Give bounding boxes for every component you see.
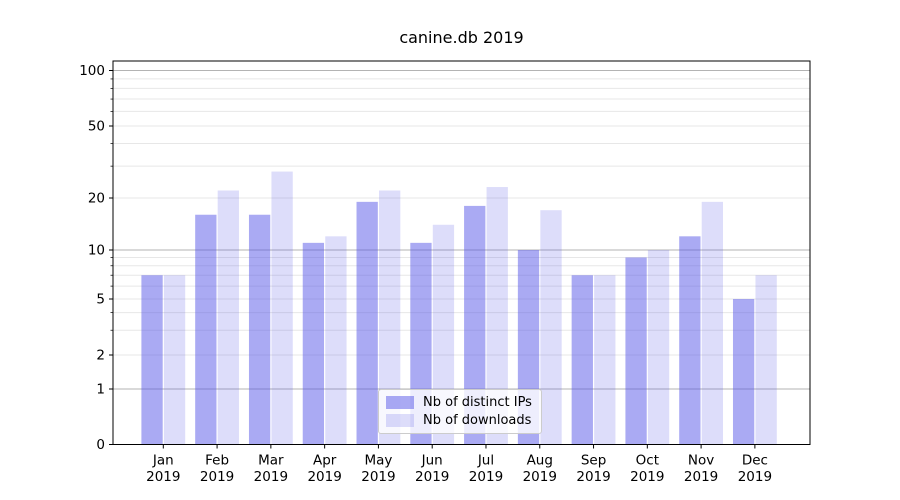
- x-tick-label-month-nov: Nov: [688, 453, 714, 469]
- legend: Nb of distinct IPs Nb of downloads: [378, 389, 542, 434]
- bar-distinct-ips-mar: [248, 214, 271, 445]
- bar-downloads-apr: [325, 236, 347, 445]
- x-tick-label-year-nov: 2019: [684, 469, 718, 485]
- x-tick-label-year-oct: 2019: [630, 469, 664, 485]
- bar-downloads-mar: [271, 171, 293, 445]
- y-tick-label-1: 1: [96, 382, 105, 398]
- bar-distinct-ips-sep: [571, 275, 593, 445]
- x-tick-label-month-jun: Jun: [421, 453, 443, 469]
- bar-distinct-ips-feb: [195, 214, 217, 445]
- bar-downloads-dec: [755, 275, 777, 445]
- y-tick-label-5: 5: [96, 292, 105, 308]
- x-tick-label-month-jul: Jul: [477, 453, 494, 469]
- legend-label-downloads: Nb of downloads: [423, 412, 532, 428]
- x-tick-label-year-sep: 2019: [576, 469, 610, 485]
- bar-distinct-ips-apr: [302, 242, 325, 445]
- bar-downloads-feb: [217, 190, 239, 445]
- bar-distinct-ips-jan: [141, 275, 163, 445]
- legend-item-downloads: Nb of downloads: [386, 413, 533, 428]
- bar-distinct-ips-nov: [679, 236, 701, 445]
- x-tick-label-month-feb: Feb: [205, 453, 229, 469]
- bar-downloads-jan: [163, 275, 186, 445]
- bar-distinct-ips-oct: [625, 257, 647, 445]
- legend-item-distinct-ips: Nb of distinct IPs: [386, 395, 533, 410]
- x-tick-label-year-feb: 2019: [200, 469, 234, 485]
- x-tick-label-year-apr: 2019: [307, 469, 341, 485]
- x-tick-label-year-mar: 2019: [254, 469, 288, 485]
- bar-distinct-ips-may: [356, 201, 378, 445]
- legend-label-distinct-ips: Nb of distinct IPs: [423, 395, 532, 411]
- bar-downloads-oct: [647, 250, 670, 445]
- x-tick-label-month-may: May: [364, 453, 392, 469]
- y-tick-label-50: 50: [88, 119, 105, 135]
- bar-distinct-ips-dec: [732, 299, 755, 445]
- x-tick-label-year-aug: 2019: [523, 469, 557, 485]
- bar-downloads-jul: [486, 187, 508, 445]
- x-tick-label-month-jan: Jan: [152, 453, 174, 469]
- x-tick-label-year-jul: 2019: [469, 469, 503, 485]
- x-tick-label-year-dec: 2019: [738, 469, 772, 485]
- y-tick-label-20: 20: [88, 191, 105, 207]
- legend-swatch-distinct-ips: [386, 396, 414, 410]
- x-tick-label-year-jan: 2019: [146, 469, 180, 485]
- y-tick-label-2: 2: [96, 348, 105, 364]
- bar-downloads-nov: [701, 201, 723, 445]
- x-tick-label-month-mar: Mar: [258, 453, 284, 469]
- y-tick-label-0: 0: [96, 437, 105, 453]
- x-tick-label-month-aug: Aug: [527, 453, 553, 469]
- bar-distinct-ips-jul: [464, 205, 486, 445]
- x-tick-label-month-dec: Dec: [742, 453, 768, 469]
- legend-swatch-downloads: [386, 413, 414, 427]
- bar-downloads-sep: [594, 275, 616, 445]
- chart-title: canine.db 2019: [399, 28, 524, 47]
- x-tick-label-year-jun: 2019: [415, 469, 449, 485]
- x-tick-label-year-may: 2019: [361, 469, 395, 485]
- x-tick-label-month-sep: Sep: [581, 453, 606, 469]
- axes-frame: [112, 60, 811, 445]
- bar-downloads-aug: [540, 210, 562, 445]
- x-tick-label-month-oct: Oct: [636, 453, 659, 469]
- bar-downloads-may: [379, 190, 401, 445]
- x-tick-label-month-apr: Apr: [313, 453, 337, 469]
- y-tick-label-100: 100: [79, 63, 105, 79]
- y-tick-label-10: 10: [88, 243, 105, 259]
